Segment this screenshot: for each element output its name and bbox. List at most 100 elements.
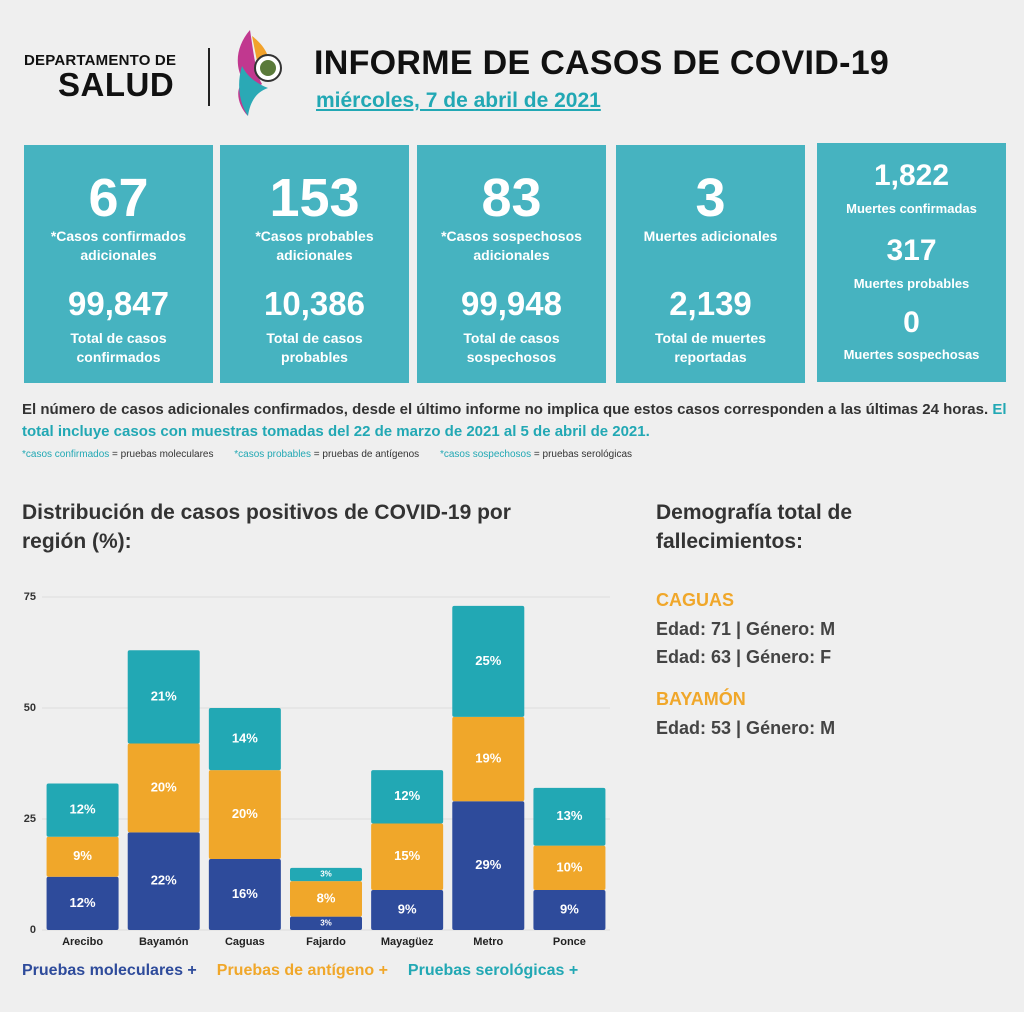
bar-segment [208,708,281,771]
x-tick-label: Mayagüez [381,936,434,948]
x-tick-label: Metro [473,936,503,948]
legend-entry: Pruebas de antígeno + [216,962,388,979]
legend-entry: Pruebas moleculares + [22,962,197,979]
x-tick-label: Ponce [553,936,586,948]
bar-segment [533,890,606,930]
bar-segment [46,876,119,930]
note-text: El número de casos adicionales confirmad… [22,401,989,418]
stat-total-label: Total de casos sospechosos [463,330,560,365]
stat-card: 153 *Casos probables adicionales 10,386 Tot… [220,145,409,383]
data-label: 29% [475,857,501,872]
y-tick-label: 50 [24,702,36,714]
data-label: 20% [151,779,177,794]
data-label: 12% [70,895,96,910]
stat-number: 317 [886,234,937,267]
bar-segment [452,605,525,717]
data-label: 3% [320,870,332,879]
divider [208,48,210,106]
stat-label: Muertes confirmadas [846,201,977,216]
deaths-card: 1,822 Muertes confirmadas 317 Muertes pr… [817,143,1006,382]
bar-segment [46,836,119,877]
footnote-term: *casos probables [234,449,311,460]
y-tick-label: 0 [30,924,36,936]
stat-label: Muertes probables [853,276,970,291]
data-label: 9% [560,901,579,916]
data-label: 12% [70,802,96,817]
footnote: *casos confirmados = pruebas moleculares [22,449,214,460]
stat-number: 3 [695,168,726,228]
data-label: 3% [320,918,332,927]
data-label: 8% [317,890,336,905]
region-name: CAGUAS [656,590,735,610]
footnote-term: *casos confirmados [22,449,110,460]
stat-label: Muertes sospechosas [843,347,980,362]
x-tick-label: Arecibo [62,936,103,948]
stat-total-label: Total de muertes reportadas [655,330,766,365]
y-tick-label: 25 [24,813,36,825]
x-tick-label: Bayamón [139,936,189,948]
stat-total: 99,948 [461,285,562,322]
x-tick-label: Fajardo [306,936,346,948]
report-date: miércoles, 7 de abril de 2021 [316,89,601,112]
org-name: SALUD [58,66,175,103]
data-label: 15% [394,848,420,863]
stat-total: 99,847 [68,285,169,322]
bar-segment [452,801,525,930]
stat-label: *Casos confirmados adicionales [50,228,187,263]
data-label: 19% [475,750,501,765]
demographics-title: Demografía total de fallecimientos: [656,501,853,553]
death-entry: Edad: 53 | Género: M [656,718,836,738]
footnote-definition: = pruebas serológicas [533,449,633,460]
bar-segment [371,890,444,930]
bar-segment [290,867,362,882]
org-line: DEPARTAMENTO DE [24,52,177,69]
stat-card: 3 Muertes adicionales 2,139 Total de muerte… [616,145,805,383]
demographics: Demografía total de fallecimientos: CAGU… [656,498,956,742]
region-name: BAYAMÓN [656,689,746,709]
logo [237,30,282,116]
bar-segment [533,787,606,846]
bar-segment [371,770,444,824]
bar-segment [208,858,281,930]
bar-segment [452,716,525,802]
notes: El número de casos adicionales confirmad… [22,399,1007,443]
data-label: 13% [556,808,582,823]
stat-total: 10,386 [264,285,365,322]
stat-number: 67 [88,168,149,228]
stat-card: 83 *Casos sospechosos adicionales 99,948 To… [417,145,606,383]
data-label: 10% [556,859,582,874]
death-entry: Edad: 63 | Género: F [656,647,832,667]
note-highlight: El total incluye casos con muestras toma… [22,401,1007,440]
bar-segment [290,916,362,930]
bar-segment [371,823,444,891]
bar-segment [208,770,281,859]
data-label: 20% [232,806,258,821]
legend-entry: Pruebas serológicas + [407,962,579,979]
demographics-groups: CAGUAS Edad: 71 | Género: M Edad: 63 | Gén… [656,586,956,742]
chart-title: Distribución de casos positivos de COVID… [22,501,511,553]
footnote: *casos probables = pruebas de antígenos [234,449,419,460]
death-entry: Edad: 71 | Género: M [656,619,836,639]
legend: Pruebas moleculares + Pruebas de antígeno… [22,962,598,980]
stat-total-label: Total de casos probables [266,330,363,365]
stat-number: 0 [903,306,920,339]
footnote-definition: = pruebas moleculares [112,449,214,460]
bar-segment [46,783,119,837]
stat-total: 2,139 [669,285,752,322]
stat-total-label: Total de casos confirmados [70,330,167,365]
stat-card: 67 *Casos confirmados adicionales 99,847 To… [24,145,213,383]
chart: 0 25 50 75 12% 9% 12% Arecibo 22% 20% 21% Bayamón 16… [24,591,610,948]
stat-label: *Casos sospechosos adicionales [441,228,582,263]
stat-number: 1,822 [873,159,950,192]
data-label: 9% [398,901,417,916]
data-label: 21% [151,688,177,703]
data-label: 22% [151,873,177,888]
footnote-definition: = pruebas de antígenos [313,449,420,460]
stat-number: 83 [481,168,542,228]
x-tick-label: Caguas [225,936,265,948]
data-label: 25% [475,653,501,668]
data-label: 14% [232,731,258,746]
footnote: *casos sospechosos = pruebas serológicas [440,449,632,460]
